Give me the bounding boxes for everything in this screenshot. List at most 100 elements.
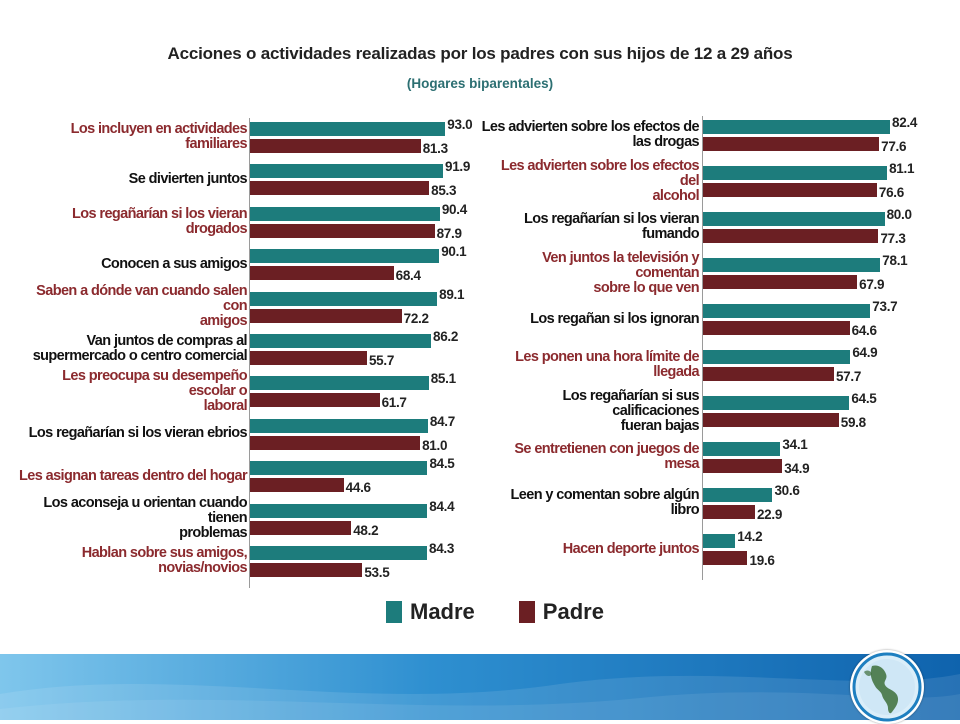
- category-label: Leen y comentan sobre algún libro: [510, 487, 700, 518]
- value-label-madre: 30.6: [774, 483, 800, 498]
- chart-title: Acciones o actividades realizadas por lo…: [167, 44, 793, 63]
- value-label-madre: 81.1: [889, 161, 915, 176]
- bar-padre: [703, 551, 748, 565]
- category-label: Van juntos de compras al supermercado o c…: [32, 333, 248, 364]
- globe-icon: [852, 652, 922, 722]
- bar-madre: [250, 164, 443, 179]
- category-label: Hablan sobre sus amigos, novias/novios: [81, 545, 248, 576]
- value-label-padre: 53.5: [364, 565, 390, 580]
- legend-item-padre: Padre: [518, 599, 604, 625]
- category-label: Los regañarían si los vieran fumando: [524, 211, 700, 242]
- value-label-padre: 34.9: [784, 461, 810, 476]
- value-label-madre: 64.9: [852, 345, 878, 360]
- bar-madre: [703, 304, 871, 318]
- category-label: Les advierten sobre los efectos de las dr…: [481, 119, 700, 150]
- value-label-padre: 59.8: [840, 415, 866, 430]
- bar-madre: [250, 334, 432, 348]
- bar-padre: [250, 266, 394, 281]
- category-label: Hacen deporte juntos: [562, 540, 700, 557]
- value-label-madre: 90.1: [441, 244, 467, 260]
- legend: Madre Padre: [386, 597, 648, 627]
- category-label: Conocen a sus amigos: [101, 255, 248, 272]
- value-label-padre: 72.2: [403, 310, 429, 326]
- y-axis-line: [249, 118, 250, 589]
- bar-madre: [703, 442, 781, 456]
- value-label-padre: 55.7: [368, 353, 395, 368]
- value-label-madre: 93.0: [447, 117, 473, 132]
- value-label-madre: 14.2: [737, 529, 763, 544]
- value-label-madre: 89.1: [439, 286, 465, 302]
- value-label-padre: 44.6: [345, 480, 371, 496]
- value-label-padre: 76.6: [878, 185, 904, 200]
- bar-madre: [250, 546, 428, 560]
- category-label: Les asignan tareas dentro del hogar: [19, 467, 248, 484]
- bar-padre: [250, 308, 402, 323]
- value-label-padre: 57.7: [835, 369, 862, 384]
- category-label: Los aconseja u orientan cuando tienen pro…: [43, 495, 247, 542]
- value-label-padre: 67.9: [859, 277, 885, 292]
- bar-padre: [703, 505, 755, 519]
- value-label-padre: 48.2: [353, 522, 379, 538]
- bar-madre: [703, 120, 891, 134]
- bar-madre: [703, 534, 736, 548]
- category-label: Les ponen una hora límite de llegada: [515, 349, 699, 380]
- legend-swatch-madre: [386, 601, 402, 623]
- value-label-madre: 73.7: [872, 299, 898, 314]
- value-label-madre: 86.2: [433, 329, 459, 344]
- bar-padre: [703, 321, 850, 335]
- bar-padre: [250, 435, 421, 450]
- value-label-madre: 78.1: [882, 253, 908, 268]
- bar-madre: [250, 249, 440, 264]
- bar-padre: [703, 229, 879, 243]
- bar-padre: [703, 183, 877, 197]
- category-label: Les advierten sobre los efectos del alcoh…: [500, 157, 700, 204]
- bar-madre: [250, 418, 428, 433]
- bar-padre: [703, 413, 839, 427]
- category-label: Los regañarían si los vieran ebrios: [28, 425, 248, 442]
- value-label-padre: 77.3: [880, 231, 906, 246]
- footer-banner: [0, 654, 960, 720]
- category-label: Se divierten juntos: [128, 170, 248, 187]
- bar-padre: [250, 393, 380, 408]
- bar-madre: [250, 206, 440, 221]
- value-label-madre: 84.5: [429, 456, 455, 472]
- category-label: Ven juntos la televisión y comentan sobre…: [542, 249, 699, 296]
- value-label-padre: 81.0: [422, 437, 448, 453]
- bar-padre: [250, 563, 363, 577]
- bar-madre: [250, 376, 429, 391]
- value-label-padre: 61.7: [381, 395, 407, 411]
- value-label-padre: 22.9: [756, 507, 783, 522]
- category-label: Saben a dónde van cuando salen con amigos: [36, 283, 247, 330]
- value-label-madre: 91.9: [444, 159, 471, 175]
- value-label-madre: 84.4: [429, 498, 455, 514]
- value-label-madre: 64.5: [851, 391, 877, 406]
- value-label-padre: 87.9: [436, 225, 462, 241]
- category-label: Les preocupa su desempeño escolar o labor…: [62, 367, 247, 414]
- bar-padre: [703, 459, 783, 473]
- bar-madre: [250, 461, 428, 476]
- bar-madre: [250, 503, 428, 518]
- bar-padre: [250, 351, 367, 365]
- value-label-padre: 81.3: [422, 141, 448, 156]
- footer-wave-decoration: [0, 674, 960, 720]
- value-label-madre: 84.3: [429, 541, 455, 556]
- bar-padre: [250, 478, 344, 493]
- americas-globe-logo: [850, 650, 924, 724]
- category-label: Los regañan si los ignoran: [530, 310, 700, 327]
- value-label-padre: 77.6: [881, 139, 907, 154]
- legend-label-padre: Padre: [542, 599, 604, 624]
- bar-madre: [703, 350, 851, 364]
- bar-madre: [250, 122, 446, 136]
- chart-subtitle: (Hogares biparentales): [406, 76, 554, 91]
- bar-padre: [703, 367, 834, 381]
- bar-padre: [250, 181, 430, 196]
- category-label: Los incluyen en actividades familiares: [70, 121, 248, 152]
- value-label-padre: 64.6: [851, 323, 877, 338]
- value-label-madre: 80.0: [886, 207, 912, 222]
- legend-swatch-padre: [518, 601, 535, 623]
- value-label-madre: 90.4: [441, 201, 467, 217]
- legend-item-madre: Madre: [386, 599, 475, 625]
- bar-padre: [250, 223, 435, 238]
